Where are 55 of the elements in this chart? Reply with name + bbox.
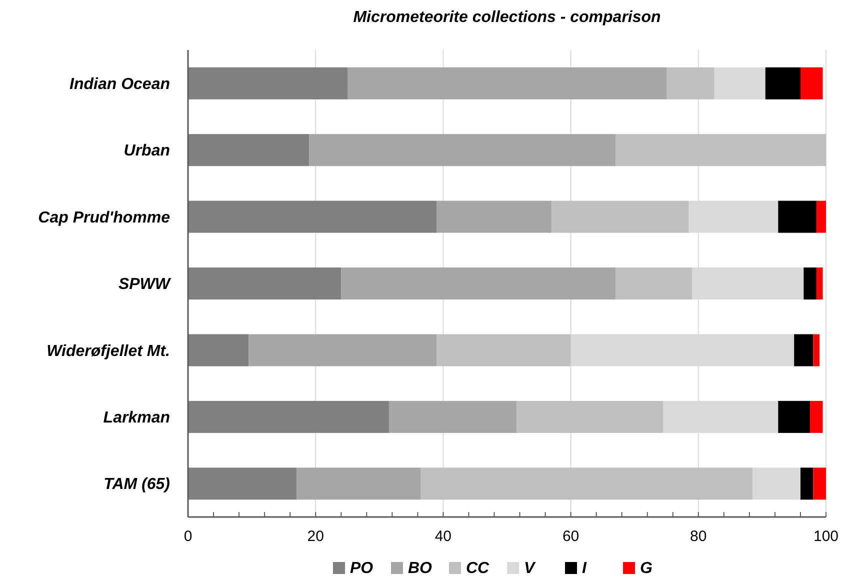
bar bbox=[348, 67, 666, 100]
x-tick-label: 0 bbox=[184, 528, 192, 545]
bar bbox=[420, 468, 753, 500]
legend-label: G bbox=[640, 560, 652, 577]
y-tick-label: Indian Ocean bbox=[70, 76, 170, 93]
bar bbox=[388, 400, 517, 433]
bar bbox=[188, 400, 389, 433]
bar bbox=[765, 67, 800, 100]
legend-label: PO bbox=[350, 560, 374, 577]
bar bbox=[800, 67, 823, 100]
bar bbox=[666, 67, 714, 100]
y-tick-label: Cap Prud'homme bbox=[38, 209, 170, 226]
bar bbox=[188, 200, 437, 233]
x-tick-label: 40 bbox=[434, 528, 452, 545]
y-tick-label: SPWW bbox=[118, 276, 172, 294]
x-tick-label: 80 bbox=[690, 528, 707, 545]
legend-label: I bbox=[582, 560, 587, 577]
bar bbox=[778, 200, 816, 233]
bar bbox=[816, 267, 823, 300]
bar bbox=[810, 400, 823, 433]
bar bbox=[778, 400, 810, 433]
bar bbox=[816, 200, 826, 233]
bar bbox=[248, 334, 437, 366]
bar bbox=[188, 67, 348, 100]
legend-label: CC bbox=[466, 560, 490, 577]
bar bbox=[552, 200, 689, 233]
bar bbox=[296, 468, 421, 500]
x-tick-label: 60 bbox=[562, 528, 580, 545]
y-tick-label: Larkman bbox=[103, 410, 170, 427]
bar bbox=[615, 267, 692, 300]
bar bbox=[188, 134, 310, 166]
x-tick-label: 20 bbox=[307, 528, 324, 545]
chart-title: Micrometeorite collections - comparison bbox=[353, 9, 662, 26]
bar bbox=[794, 334, 814, 366]
bar bbox=[800, 468, 814, 500]
bar bbox=[714, 67, 766, 100]
bar bbox=[188, 334, 249, 366]
bar bbox=[813, 468, 826, 500]
bar bbox=[813, 334, 820, 366]
y-tick-label: Widerøfjellet Mt. bbox=[46, 342, 170, 360]
bar bbox=[516, 400, 664, 433]
y-tick-label: Urban bbox=[124, 142, 170, 160]
bar bbox=[188, 468, 296, 500]
legend-label: V bbox=[524, 560, 536, 577]
bar bbox=[436, 200, 552, 233]
legend-label: BO bbox=[408, 560, 433, 577]
x-tick-label: 100 bbox=[813, 528, 839, 545]
bar bbox=[341, 267, 616, 300]
bar bbox=[309, 134, 616, 166]
bar bbox=[804, 267, 816, 300]
bar bbox=[188, 267, 342, 300]
y-tick-label: TAM (65) bbox=[104, 476, 170, 494]
bar bbox=[752, 468, 800, 500]
bar bbox=[436, 334, 571, 366]
bar bbox=[615, 134, 826, 166]
